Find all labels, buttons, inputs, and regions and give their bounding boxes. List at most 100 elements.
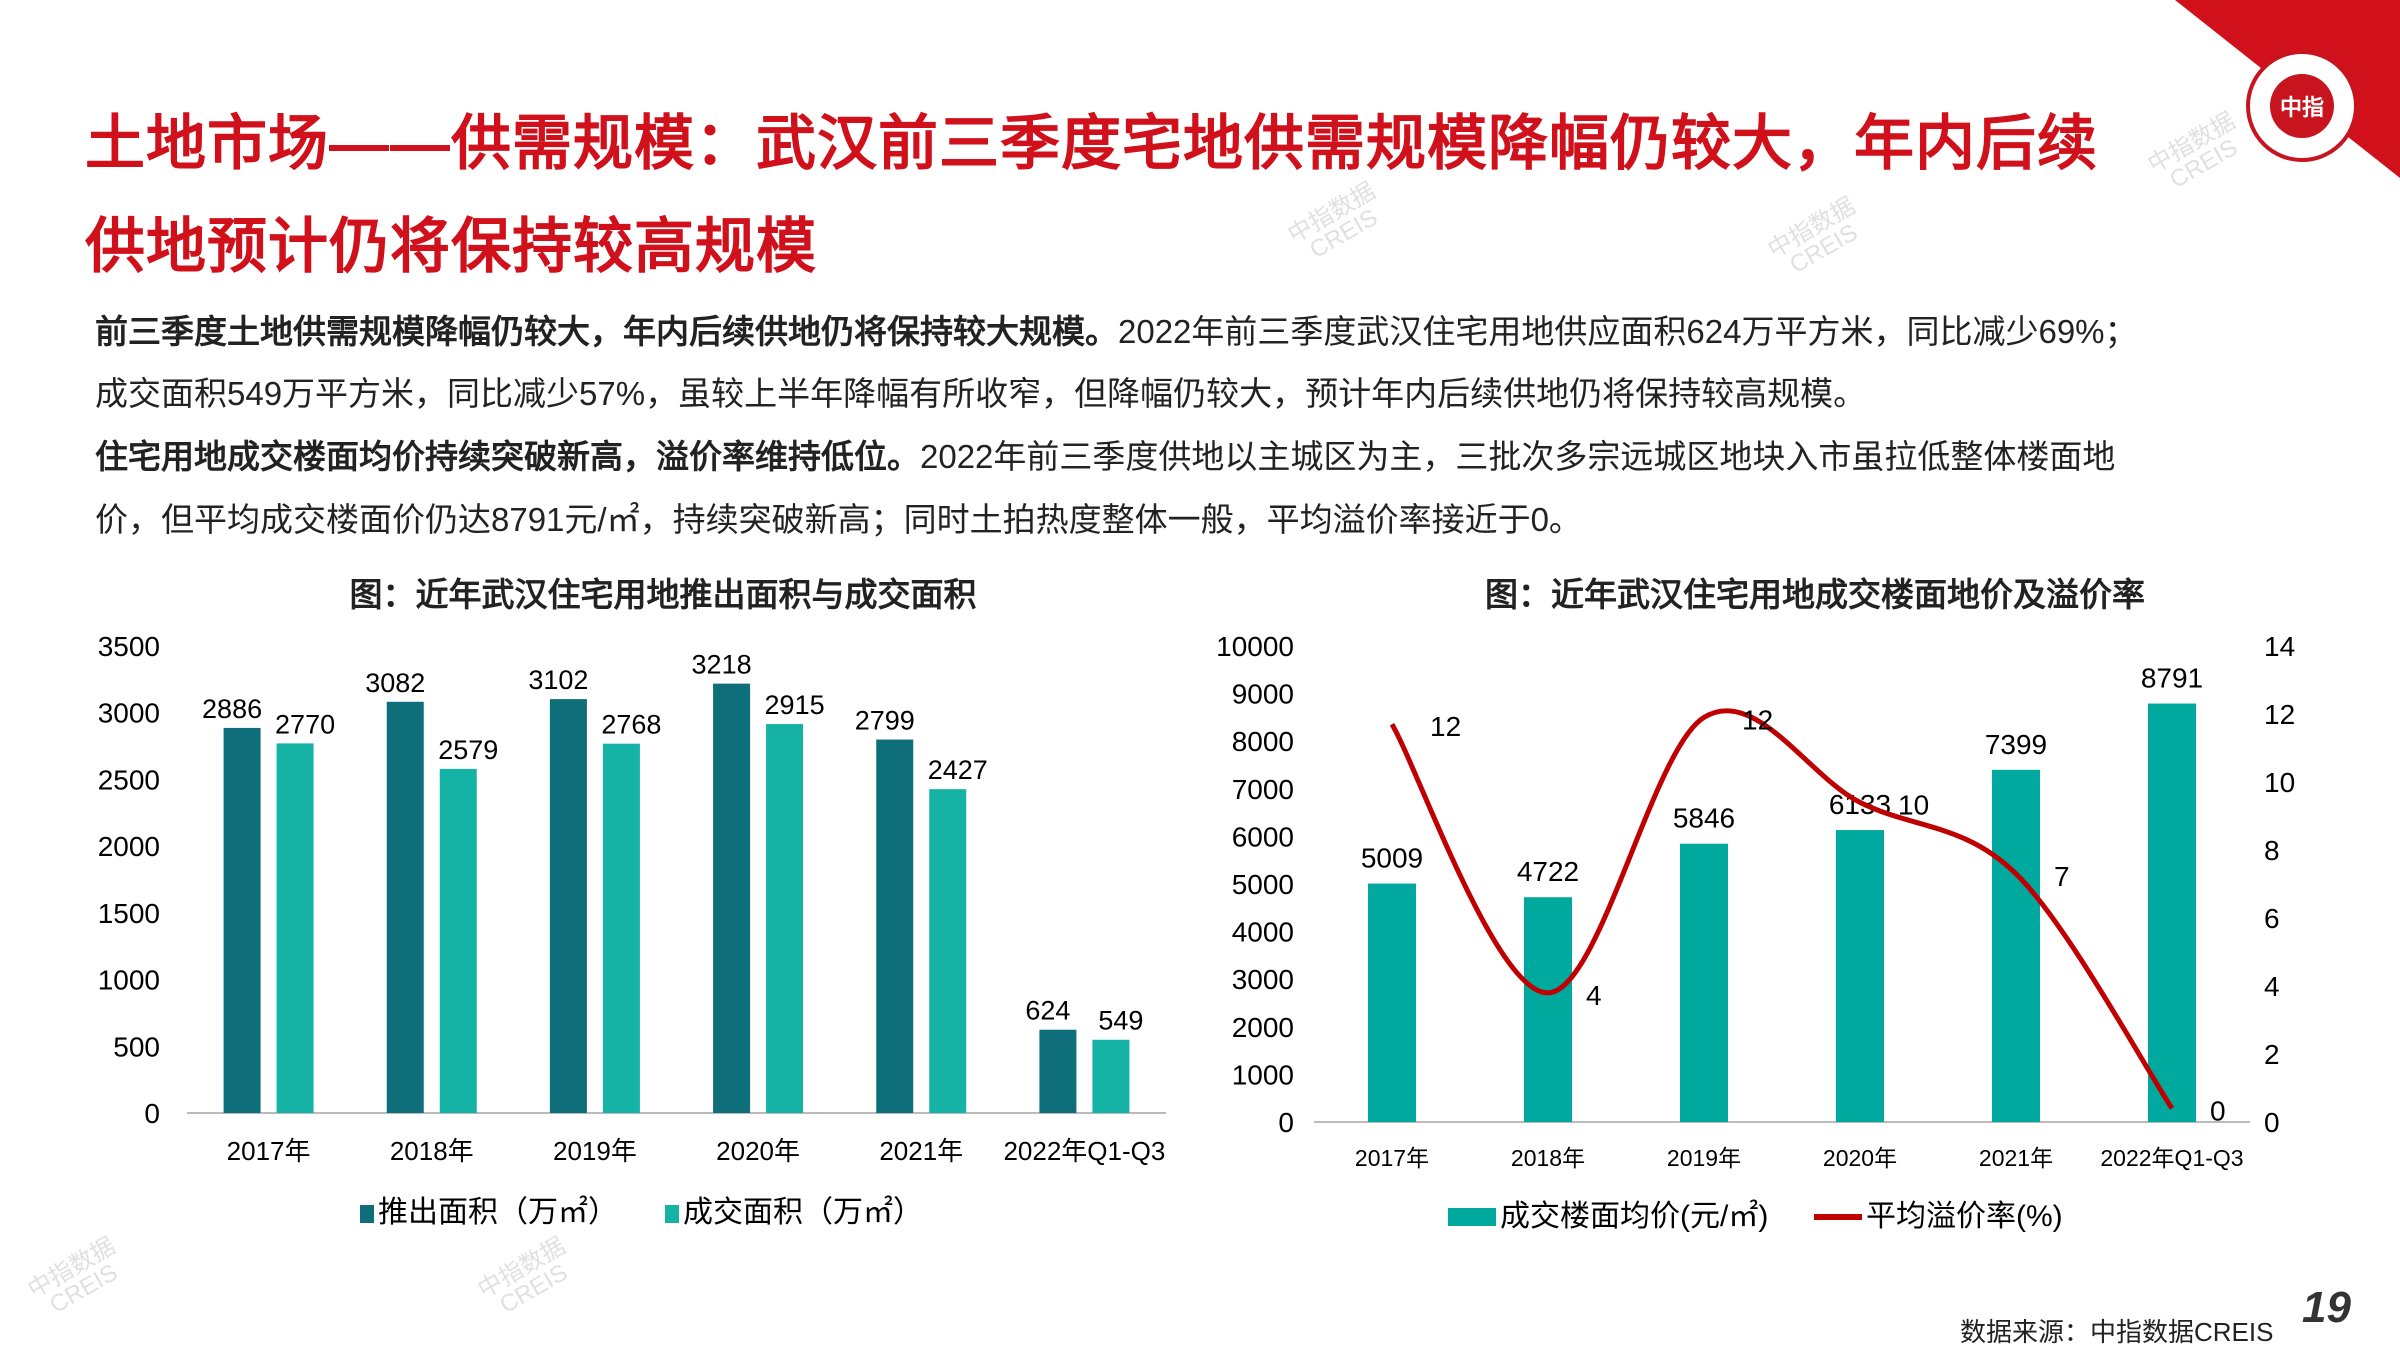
data-label: 3082 [365,668,425,698]
data-label: 2768 [601,710,661,740]
bar-transacted [929,789,967,1113]
y-left-tick-label: 5000 [1232,869,1294,900]
data-label: 2427 [928,755,988,785]
x-tick-label: 2018年 [390,1136,474,1166]
y-left-tick-label: 3000 [1232,964,1294,995]
line-data-label: 12 [1430,711,1461,742]
y-tick-label: 3500 [98,631,160,662]
bar-price [1992,769,2040,1122]
data-label: 624 [1025,996,1070,1026]
y-left-tick-label: 10000 [1216,631,1294,662]
logo-mark: 中指 [2270,74,2334,138]
line-data-label: 7 [2054,861,2070,892]
data-label: 2915 [765,690,825,720]
y-tick-label: 0 [144,1098,160,1129]
watermark: 中指数据 CREIS [1763,192,1871,284]
y-left-tick-label: 0 [1278,1107,1294,1138]
p1-bold: 前三季度土地供需规模降幅仍较大，年内后续供地仍将保持较大规模。 [95,313,1118,350]
bar-data-label: 4722 [1517,856,1579,887]
bar-launched [876,739,914,1113]
x-tick-label: 2021年 [1979,1145,2053,1171]
logo: 中指 [2246,50,2358,162]
y-tick-label: 1000 [98,965,160,996]
x-tick-label: 2022年Q1-Q3 [2100,1145,2243,1171]
y-right-tick-label: 12 [2264,699,2295,730]
line-data-label: 4 [1586,980,1602,1011]
legend-label: 成交面积（万㎡） [683,1196,923,1229]
y-tick-label: 1500 [98,898,160,929]
x-tick-label: 2017年 [227,1136,311,1166]
data-label: 3102 [528,665,588,695]
y-right-tick-label: 2 [2264,1039,2280,1070]
bar-price [2148,703,2196,1122]
y-tick-label: 500 [113,1031,160,1062]
bar-transacted [276,743,314,1113]
body-paragraph-1: 前三季度土地供需规模降幅仍较大，年内后续供地仍将保持较大规模。2022年前三季度… [95,305,2138,353]
y-right-tick-label: 14 [2264,631,2295,662]
bar-transacted [1092,1039,1130,1113]
bar-launched [549,699,587,1113]
bar-launched [713,683,751,1113]
line-data-label: 10 [1898,789,1929,820]
bar-launched [223,727,261,1113]
y-left-tick-label: 2000 [1232,1012,1294,1043]
body-paragraph-2-line2: 价，但平均成交楼面价仍达8791元/㎡，持续突破新高；同时土拍热度整体一般，平均… [95,501,1582,538]
legend-label-line: 平均溢价率(%) [1866,1200,2063,1233]
y-right-tick-label: 4 [2264,971,2280,1002]
body-paragraph-2: 住宅用地成交楼面均价持续突破新高，溢价率维持低位。2022年前三季度供地以主城区… [95,430,2115,478]
data-label: 2770 [275,709,335,739]
chart1-area-bar: 0 500 1000 1500 2000 2500 3000 3500 2017年 2886 277… [98,631,1166,1229]
p2-text: 2022年前三季度供地以主城区为主，三批次多宗远城区地块入市虽拉低整体楼面地 [920,438,2116,475]
data-label: 2799 [855,706,915,736]
x-tick-label: 2017年 [1355,1145,1429,1171]
legend-label-bar: 成交楼面均价(元/㎡) [1500,1200,1768,1233]
data-label: 549 [1098,1006,1143,1036]
y-right-tick-label: 8 [2264,835,2280,866]
bar-data-label: 5846 [1673,803,1735,834]
data-label: 3218 [692,650,752,680]
line-data-label: 12 [1742,704,1773,735]
p2-bold: 住宅用地成交楼面均价持续突破新高，溢价率维持低位。 [95,438,920,475]
bar-price [1680,843,1728,1122]
legend-swatch-bar [1448,1208,1496,1226]
bar-transacted [766,724,804,1113]
x-tick-label: 2020年 [1823,1145,1897,1171]
legend-swatch [360,1205,374,1223]
y-left-tick-label: 9000 [1232,679,1294,710]
legend-label: 推出面积（万㎡） [378,1196,618,1229]
watermark: 中指数据 CREIS [1283,177,1391,269]
x-tick-label: 2019年 [1667,1145,1741,1171]
y-right-tick-label: 6 [2264,903,2280,934]
bar-price [1836,830,1884,1122]
bar-transacted [602,743,640,1113]
bar-price [1368,883,1416,1122]
bar-launched [1039,1029,1077,1113]
y-tick-label: 3000 [98,698,160,729]
premium-rate-line [1389,708,2175,1110]
x-tick-label: 2020年 [716,1136,800,1166]
y-left-tick-label: 4000 [1232,917,1294,948]
bar-data-label: 5009 [1361,843,1423,874]
y-left-tick-label: 1000 [1232,1059,1294,1090]
bar-launched [386,701,424,1113]
chart2-price-premium: 0100020003000400050006000700080009000100… [1216,631,2295,1233]
bar-data-label: 7399 [1985,729,2047,760]
chart1-title: 图：近年武汉住宅用地推出面积与成交面积 [349,576,977,613]
data-source: 数据来源：中指数据CREIS [1960,1317,2274,1347]
page-number: 19 [2302,1283,2351,1332]
y-tick-label: 2500 [98,764,160,795]
body-paragraph-1-line2: 成交面积549万平方米，同比减少57%，虽较上半年降幅有所收窄，但降幅仍较大，预… [95,375,1867,412]
data-label: 2579 [438,735,498,765]
x-tick-label: 2018年 [1511,1145,1585,1171]
legend-swatch [665,1205,679,1223]
chart2-title: 图：近年武汉住宅用地成交楼面地价及溢价率 [1485,576,2145,613]
y-left-tick-label: 8000 [1232,726,1294,757]
y-tick-label: 2000 [98,831,160,862]
x-tick-label: 2021年 [879,1136,963,1166]
y-right-tick-label: 0 [2264,1107,2280,1138]
x-tick-label: 2019年 [553,1136,637,1166]
bar-data-label: 8791 [2141,663,2203,694]
p1-text: 2022年前三季度武汉住宅用地供应面积624万平方米，同比减少69%； [1118,313,2138,350]
y-right-tick-label: 10 [2264,767,2295,798]
bar-price [1524,897,1572,1122]
